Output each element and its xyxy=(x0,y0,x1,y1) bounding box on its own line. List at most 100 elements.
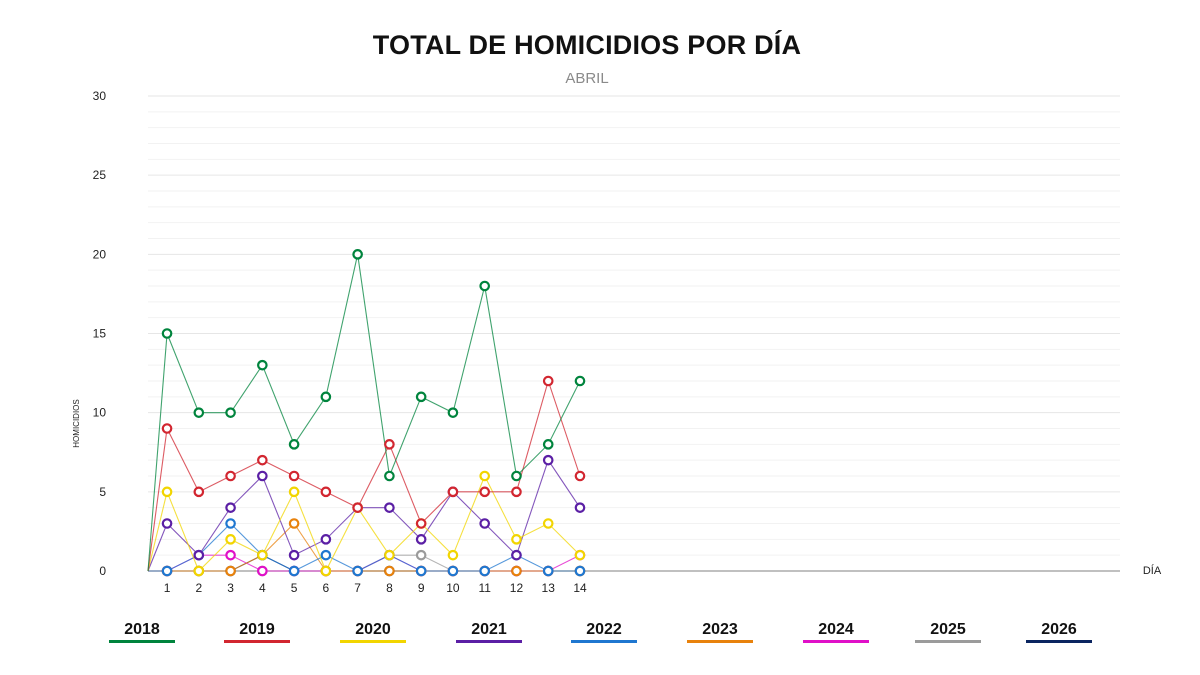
x-tick-label: 1 xyxy=(164,581,171,595)
y-tick-label: 10 xyxy=(93,406,107,420)
data-point-2019 xyxy=(415,518,427,529)
x-tick-label: 8 xyxy=(386,581,393,595)
data-point-2018 xyxy=(320,391,332,403)
data-point-2019 xyxy=(479,486,491,498)
data-point-2018 xyxy=(288,439,300,450)
chart-title: TOTAL DE HOMICIDIOS POR DÍA xyxy=(372,30,802,60)
data-point-2020 xyxy=(542,518,554,529)
data-point-2021 xyxy=(161,518,173,529)
data-point-2020 xyxy=(574,549,586,561)
legend-swatch xyxy=(456,640,522,643)
data-point-2020 xyxy=(511,534,522,545)
y-tick-label: 15 xyxy=(93,327,107,341)
legend-swatch xyxy=(109,640,175,643)
data-point-2023 xyxy=(288,518,300,529)
legend-item-2022: 2022 xyxy=(569,620,639,643)
data-point-2020 xyxy=(320,565,332,577)
data-point-2021 xyxy=(511,549,522,561)
data-point-2019 xyxy=(447,486,459,498)
data-point-2022 xyxy=(288,565,300,577)
x-tick-label: 7 xyxy=(354,581,361,595)
data-point-2018 xyxy=(225,407,236,418)
data-point-2020 xyxy=(161,486,173,498)
data-point-2018 xyxy=(511,470,522,482)
legend-swatch xyxy=(340,640,406,643)
data-point-2018 xyxy=(384,470,395,482)
data-point-2018 xyxy=(447,407,459,418)
x-axis-label: DÍA xyxy=(1143,564,1162,577)
legend-swatch xyxy=(224,640,290,643)
x-tick-label: 14 xyxy=(573,581,587,595)
data-point-2020 xyxy=(288,486,300,498)
legend-label: 2024 xyxy=(818,621,854,638)
legend-label: 2026 xyxy=(1041,621,1077,638)
data-point-2021 xyxy=(415,534,427,545)
data-point-2021 xyxy=(574,502,586,513)
y-tick-label: 0 xyxy=(99,564,106,578)
x-tick-label: 2 xyxy=(195,581,202,595)
data-point-2022 xyxy=(479,565,491,577)
legend-item-2024: 2024 xyxy=(801,620,871,643)
data-point-2018 xyxy=(415,391,427,403)
chart-subtitle: ABRIL xyxy=(565,70,609,87)
data-point-2021 xyxy=(479,518,491,529)
data-point-2021 xyxy=(225,502,236,513)
data-point-2020 xyxy=(479,470,491,482)
legend-item-2025: 2025 xyxy=(913,620,983,643)
data-point-2023 xyxy=(384,565,395,577)
data-point-2018 xyxy=(479,280,491,292)
data-point-2019 xyxy=(161,423,173,434)
legend-label: 2023 xyxy=(702,621,738,638)
legend-swatch xyxy=(915,640,981,643)
legend-swatch xyxy=(571,640,637,643)
legend-item-2026: 2026 xyxy=(1024,620,1094,643)
data-point-2022 xyxy=(352,565,363,577)
data-point-2022 xyxy=(574,565,586,577)
x-tick-label: 9 xyxy=(418,581,425,595)
data-point-2019 xyxy=(384,439,395,450)
x-tick-label: 10 xyxy=(446,581,460,595)
legend-swatch xyxy=(1026,640,1092,643)
data-point-2019 xyxy=(193,486,205,498)
legend-label: 2021 xyxy=(471,621,507,638)
series-line-2022 xyxy=(148,522,580,572)
data-point-2019 xyxy=(574,470,586,482)
y-tick-label: 30 xyxy=(93,89,107,103)
legend-label: 2018 xyxy=(124,621,160,638)
data-point-2024 xyxy=(257,565,268,577)
data-point-2024 xyxy=(225,549,236,561)
data-point-2019 xyxy=(352,502,363,513)
data-point-2021 xyxy=(542,454,554,466)
data-point-2018 xyxy=(352,249,363,260)
legend-label: 2019 xyxy=(239,621,275,638)
data-point-2020 xyxy=(225,534,236,545)
data-point-2022 xyxy=(447,565,459,577)
x-tick-label: 11 xyxy=(478,581,491,595)
legend-label: 2025 xyxy=(930,621,966,638)
data-point-2020 xyxy=(257,549,268,561)
x-tick-label: 12 xyxy=(510,581,524,595)
data-point-2019 xyxy=(320,486,332,498)
y-tick-label: 20 xyxy=(93,247,107,261)
data-point-2019 xyxy=(511,486,522,498)
data-point-2018 xyxy=(542,439,554,450)
y-tick-label: 5 xyxy=(99,485,106,499)
legend-item-2021: 2021 xyxy=(454,620,524,643)
data-point-2019 xyxy=(257,454,268,466)
x-tick-label: 4 xyxy=(259,581,266,595)
data-point-2021 xyxy=(384,502,395,513)
y-axis-label: HOMICIDIOS xyxy=(72,399,81,447)
data-point-2022 xyxy=(542,565,554,577)
data-point-2018 xyxy=(257,359,268,371)
x-tick-label: 13 xyxy=(542,581,556,595)
data-point-2022 xyxy=(161,565,173,577)
data-point-2018 xyxy=(161,328,173,339)
legend-swatch xyxy=(687,640,753,643)
legend: 2018 2019 2020 2021 2022 2023 2024 2025 2026 xyxy=(0,620,1200,650)
legend-item-2018: 2018 xyxy=(107,620,177,643)
data-point-2020 xyxy=(384,549,395,561)
data-point-2021 xyxy=(193,549,205,561)
x-tick-label: 5 xyxy=(291,581,298,595)
legend-label: 2020 xyxy=(355,621,391,638)
